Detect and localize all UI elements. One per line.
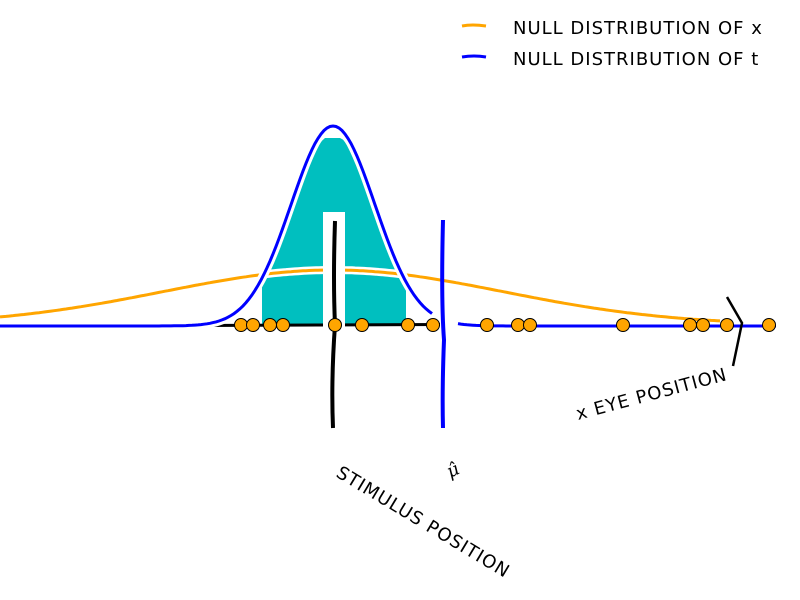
sample-point [720, 318, 734, 332]
sample-point [276, 318, 290, 332]
legend-swatch-t [461, 54, 487, 59]
estimate-mu-hat-line [440, 219, 447, 429]
sample-point [480, 318, 494, 332]
sample-point [426, 318, 440, 332]
sample-point [696, 318, 710, 332]
mu-hat-label: μ̂ [443, 459, 462, 483]
x-null-distribution-curve [0, 268, 721, 323]
sample-point [523, 318, 537, 332]
sample-point [762, 318, 776, 332]
sample-point [246, 318, 260, 332]
sample-point [511, 318, 525, 332]
sample-point [616, 318, 630, 332]
sample-point [234, 318, 248, 332]
sample-point [328, 318, 342, 332]
stimulus-position-label: STIMULUS POSITION [332, 462, 513, 582]
sample-point [355, 318, 369, 332]
sample-point [263, 318, 277, 332]
t-null-distribution-curve [0, 124, 433, 328]
legend-label-t: NULL DISTRIBUTION OF t [513, 49, 759, 70]
legend: NULL DISTRIBUTION OF x NULL DISTRIBUTION… [461, 18, 763, 70]
legend-label-x: NULL DISTRIBUTION OF x [513, 18, 763, 39]
eye-position-label: x EYE POSITION [574, 364, 730, 425]
sample-points [234, 318, 776, 332]
eye-position-marker [725, 296, 744, 367]
sample-point [401, 318, 415, 332]
sample-point [683, 318, 697, 332]
legend-swatch-x [461, 23, 487, 28]
